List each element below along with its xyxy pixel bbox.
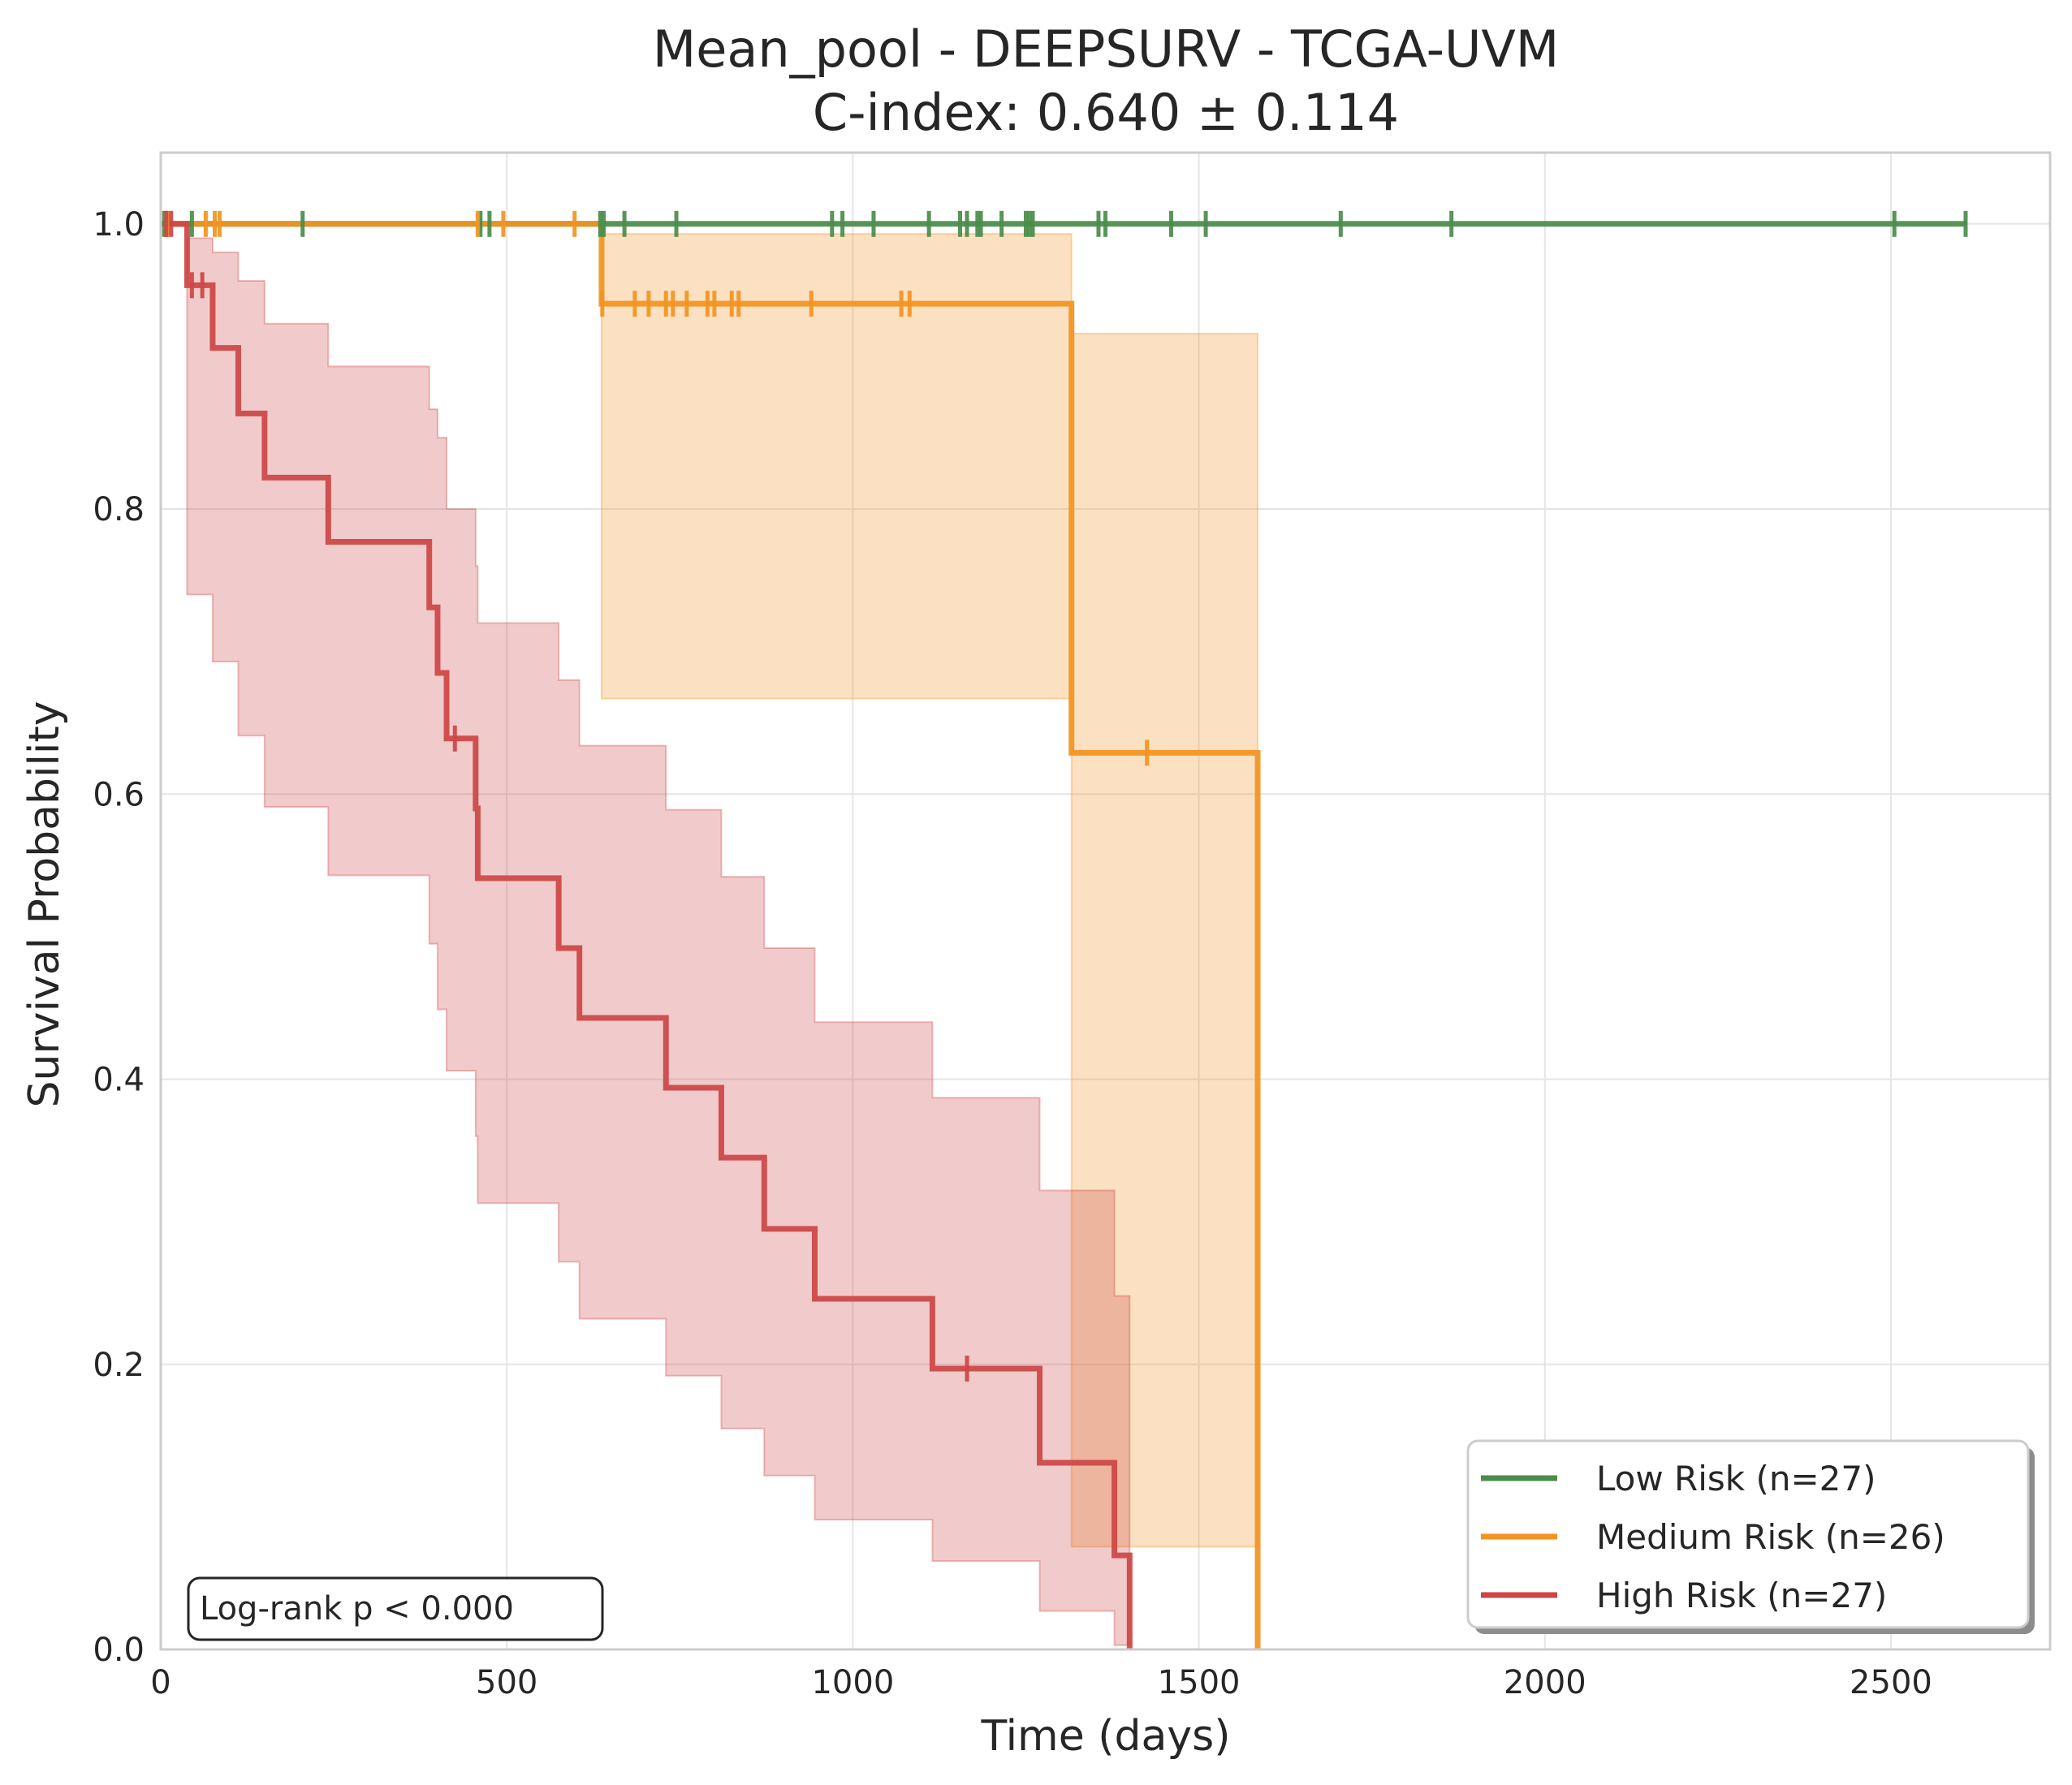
legend: Low Risk (n=27) Medium Risk (n=26) High Ri…	[1466, 1439, 2035, 1634]
grid-lines	[160, 153, 2050, 1650]
y-tick-label: 0.8	[93, 491, 145, 528]
plot-area	[161, 153, 2050, 1649]
y-axis-label: Survival Probability	[20, 701, 69, 1107]
logrank-annotation: Log-rank p < 0.000	[187, 1576, 604, 1641]
censor-marks	[162, 210, 1968, 1382]
chart-title-group: Mean_pool - DEEPSURV - TCGA-UVM C-index:…	[653, 19, 1560, 142]
x-tick-label: 500	[476, 1664, 537, 1701]
plot-background	[161, 153, 2050, 1649]
y-axis-ticks: 0.0 0.2 0.4 0.6 0.8 1.0	[93, 206, 145, 1669]
x-axis-label: Time (days)	[980, 1712, 1230, 1761]
survival-curve-2	[161, 221, 1133, 1649]
legend-label-1: Medium Risk (n=26)	[1596, 1517, 1945, 1557]
x-tick-label: 2500	[1850, 1664, 1932, 1701]
y-tick-label: 0.6	[93, 776, 145, 813]
x-tick-label: 0	[150, 1664, 171, 1701]
x-tick-label: 2000	[1504, 1664, 1586, 1701]
chart-title: Mean_pool - DEEPSURV - TCGA-UVM	[653, 19, 1560, 79]
chart-subtitle: C-index: 0.640 ± 0.114	[813, 83, 1399, 142]
y-tick-label: 0.0	[93, 1632, 145, 1669]
legend-label-2: High Risk (n=27)	[1596, 1576, 1887, 1615]
annotation-box	[187, 1576, 604, 1641]
y-tick-label: 0.4	[93, 1062, 145, 1099]
y-tick-label: 1.0	[93, 206, 145, 244]
annotation-text: Log-rank p < 0.000	[200, 1590, 514, 1628]
plot-frame	[159, 151, 2052, 1651]
x-tick-label: 1500	[1158, 1664, 1241, 1701]
legend-box	[1466, 1439, 2030, 1629]
axes-border	[159, 151, 2052, 1651]
x-tick-label: 1000	[811, 1664, 894, 1701]
x-axis-ticks: 0 500 1000 1500 2000 2500	[150, 1664, 1932, 1701]
y-tick-label: 0.2	[93, 1347, 145, 1384]
legend-label-0: Low Risk (n=27)	[1596, 1459, 1876, 1498]
